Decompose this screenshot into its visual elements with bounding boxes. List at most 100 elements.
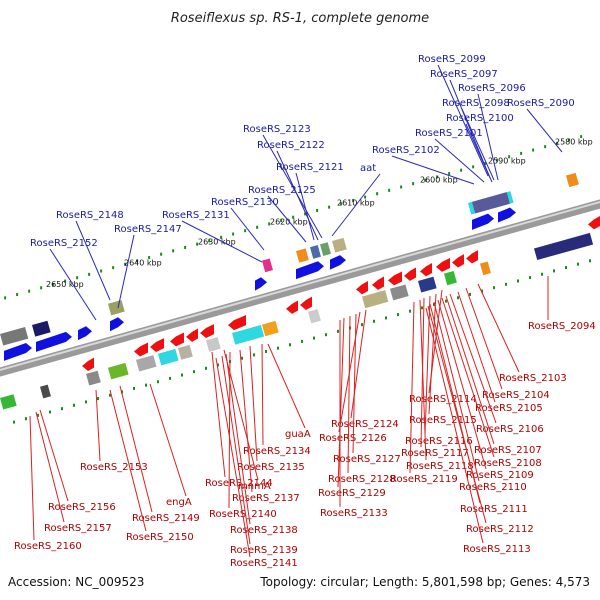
lower-track-dot bbox=[37, 413, 40, 417]
reverse-label-leader bbox=[409, 301, 415, 474]
topology-summary: Topology: circular; Length: 5,801,598 bp… bbox=[259, 575, 590, 589]
forward-feature-block bbox=[108, 299, 125, 316]
reverse-label-leader bbox=[35, 411, 65, 523]
lower-track-dot bbox=[445, 299, 448, 303]
upper-track-dot bbox=[268, 222, 271, 226]
reverse-gene-arrow bbox=[150, 338, 164, 352]
forward-gene-arrow bbox=[296, 261, 324, 280]
upper-track-dot bbox=[208, 239, 211, 243]
reverse-feature-block bbox=[39, 384, 51, 399]
lower-track-dot bbox=[553, 269, 556, 273]
reverse-gene-label: RoseRS_2139 bbox=[230, 545, 298, 556]
forward-label-leader bbox=[434, 138, 485, 183]
reverse-gene-arrow bbox=[466, 250, 478, 264]
upper-track-dot bbox=[436, 175, 439, 179]
reverse-labels-layer: RoseRS_2094 RoseRS_2103 RoseRS_2104 RoseRS_… bbox=[14, 276, 596, 569]
reverse-gene-arrow bbox=[82, 357, 94, 372]
lower-track-dot bbox=[325, 333, 328, 337]
forward-gene-label: RoseRS_2123 bbox=[243, 124, 311, 135]
reverse-label-leader bbox=[449, 293, 497, 424]
lower-track-dot bbox=[205, 366, 208, 370]
reverse-label-leader bbox=[419, 299, 427, 461]
forward-gene-label: RoseRS_2131 bbox=[162, 210, 230, 221]
reverse-gene-label: RoseRS_2114 bbox=[409, 394, 477, 405]
reverse-label-leader bbox=[221, 355, 251, 545]
lower-track-dot bbox=[589, 259, 592, 263]
kbp-tick-label: 2590 kbp bbox=[488, 156, 526, 165]
upper-track-dot bbox=[16, 293, 19, 297]
forward-gene-label: RoseRS_2097 bbox=[430, 69, 498, 80]
reverse-feature-block bbox=[444, 270, 457, 286]
reverse-gene-arrow bbox=[436, 258, 450, 272]
lower-track-dot bbox=[361, 323, 364, 327]
reverse-feature-block bbox=[262, 320, 279, 337]
upper-track-dot bbox=[412, 182, 415, 186]
reverse-label-leader bbox=[445, 295, 495, 445]
lower-track-dot bbox=[433, 302, 436, 306]
upper-track-dot bbox=[100, 269, 103, 273]
lower-track-dot bbox=[385, 316, 388, 320]
forward-label-leader bbox=[461, 108, 495, 181]
reverse-feature-block bbox=[231, 324, 265, 345]
upper-track-dot bbox=[400, 185, 403, 189]
upper-track-dot bbox=[28, 289, 31, 293]
forward-gene-label: RoseRS_2090 bbox=[507, 98, 575, 109]
forward-feature-block bbox=[32, 320, 51, 337]
reverse-gene-arrow bbox=[134, 342, 148, 357]
reverse-feature-block bbox=[390, 284, 409, 301]
reverse-label-leader bbox=[437, 299, 487, 470]
reverse-gene-label: RoseRS_2112 bbox=[466, 524, 534, 535]
forward-feature-block bbox=[332, 237, 347, 253]
lower-track-dot bbox=[337, 329, 340, 333]
kbp-tick-label: 2610 kbp bbox=[337, 199, 375, 208]
reverse-gene-arrow bbox=[420, 263, 432, 277]
reverse-gene-label: RoseRS_2138 bbox=[230, 525, 298, 536]
upper-track-dot bbox=[508, 155, 511, 159]
forward-gene-label: RoseRS_2098 bbox=[442, 98, 510, 109]
upper-track-dot bbox=[328, 205, 331, 209]
reverse-gene-label: RoseRS_2128 bbox=[328, 474, 396, 485]
lower-track-dot bbox=[241, 356, 244, 360]
reverse-feature-block bbox=[418, 276, 437, 293]
genome-backbone-layer bbox=[0, 199, 600, 377]
forward-feature-block bbox=[472, 192, 510, 214]
lower-track-dot bbox=[217, 363, 220, 367]
lower-track-dot bbox=[493, 286, 496, 290]
upper-track-dot bbox=[280, 219, 283, 223]
forward-gene-label: RoseRS_2099 bbox=[418, 54, 486, 65]
gene-features-layer bbox=[0, 172, 600, 410]
upper-track-dot bbox=[256, 225, 259, 229]
reverse-gene-label: RoseRS_2104 bbox=[482, 390, 550, 401]
forward-gene-label: RoseRS_2096 bbox=[458, 83, 526, 94]
lower-track-dot bbox=[577, 262, 580, 266]
forward-label-leader bbox=[477, 93, 499, 181]
reverse-gene-label: RoseRS_2094 bbox=[528, 321, 596, 332]
forward-feature-block bbox=[0, 327, 29, 346]
upper-track-dot bbox=[136, 259, 139, 263]
upper-track-dot bbox=[520, 151, 523, 155]
forward-gene-label: aat bbox=[360, 163, 376, 174]
lower-track-dot bbox=[193, 370, 196, 374]
upper-track-dot bbox=[364, 195, 367, 199]
upper-track-dot bbox=[160, 252, 163, 256]
lower-track-dot bbox=[469, 292, 472, 296]
reverse-label-leader bbox=[225, 353, 251, 525]
reverse-gene-arrow bbox=[286, 300, 298, 314]
forward-gene-label: RoseRS_2100 bbox=[446, 113, 514, 124]
reverse-gene-label: RoseRS_2103 bbox=[499, 373, 567, 384]
forward-labels-layer: RoseRS_2099 RoseRS_2097 RoseRS_2096 RoseRS_… bbox=[30, 54, 575, 321]
reverse-gene-label: RoseRS_2106 bbox=[476, 424, 544, 435]
forward-gene-label: RoseRS_2121 bbox=[276, 162, 344, 173]
forward-gene-label: RoseRS_2147 bbox=[114, 224, 182, 235]
reverse-gene-label: RoseRS_2107 bbox=[474, 445, 542, 456]
forward-gene-arrow bbox=[498, 207, 516, 223]
forward-label-leader bbox=[437, 64, 489, 177]
forward-label-leader bbox=[49, 248, 97, 321]
upper-track-dot bbox=[244, 229, 247, 233]
lower-track-dot bbox=[481, 289, 484, 293]
forward-gene-arrow bbox=[78, 326, 92, 341]
reverse-label-leader bbox=[39, 409, 69, 502]
lower-track-dot bbox=[61, 407, 64, 411]
reverse-gene-label: RoseRS_2119 bbox=[390, 474, 458, 485]
